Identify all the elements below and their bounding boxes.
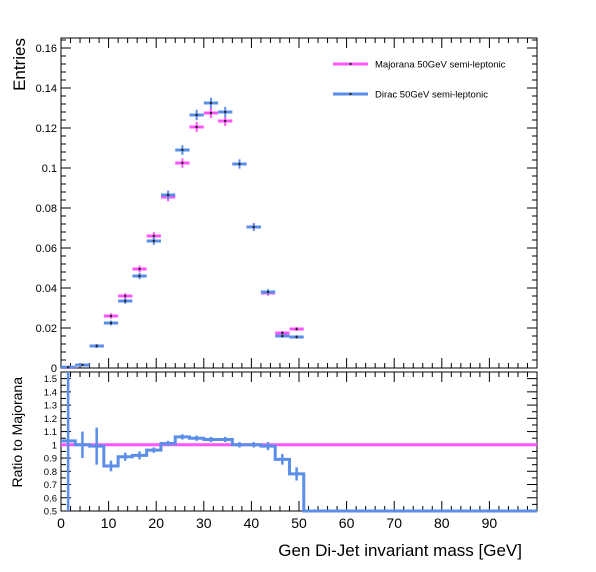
data-point-marker [195, 125, 198, 129]
data-point-marker [152, 234, 156, 238]
bottom-x-tick-label: 90 [482, 515, 498, 531]
top-y-tick-label: 0.02 [36, 323, 57, 335]
data-point-marker [195, 113, 198, 117]
data-point-marker [81, 363, 84, 367]
data-point-marker [238, 162, 241, 166]
bottom-x-tick-label: 30 [196, 515, 212, 531]
data-point-marker [181, 148, 184, 152]
data-point-marker [209, 111, 213, 115]
data-point-marker [224, 110, 227, 114]
bottom-y-tick-label: 1.4 [44, 387, 57, 398]
data-point-marker [109, 321, 113, 325]
top-y-tick-label: 0.06 [36, 243, 57, 255]
data-point-marker [124, 299, 127, 303]
bottom-panel: 0 10 20 30 40 50 60 70 80 90 0.5 0.6 0.7 0.8 0.9 1 1.1 1.… [9, 371, 538, 560]
bottom-x-tick-label: 0 [57, 515, 65, 531]
data-point-marker [295, 327, 298, 331]
bottom-x-tick-label: 20 [148, 515, 164, 531]
bottom-frame [60, 371, 538, 512]
top-y-tick-label: 0.16 [36, 43, 57, 55]
legend-marker-1 [349, 92, 352, 96]
data-point-marker [281, 331, 284, 335]
bottom-y-axis-title: Ratio to Majorana [9, 377, 25, 488]
bottom-y-tick-label: 0.6 [44, 493, 57, 504]
bottom-x-tick-label: 60 [339, 515, 355, 531]
data-point-marker [124, 294, 127, 298]
data-point-marker [109, 314, 113, 318]
data-point-marker [224, 119, 227, 123]
bottom-x-tick-label: 40 [244, 515, 260, 531]
top-y-tick-label: 0.12 [36, 123, 57, 135]
data-point-marker [66, 366, 70, 369]
bottom-x-tick-label: 70 [386, 515, 402, 531]
data-point-marker [166, 193, 170, 197]
top-y-tick-label: 0.04 [36, 283, 57, 295]
top-y-tick-label: 0.1 [42, 163, 57, 175]
data-point-marker [152, 239, 156, 243]
data-point-marker [209, 101, 213, 105]
bottom-y-tick-label: 1.5 [44, 374, 57, 385]
bottom-y-tick-label: 0.7 [44, 480, 57, 491]
bottom-y-tick-label: 0.8 [44, 467, 57, 478]
bottom-y-tick-label: 0.9 [44, 454, 57, 465]
series-1-points [61, 97, 304, 369]
data-point-marker [95, 344, 98, 348]
legend-marker-0 [349, 62, 352, 66]
data-point-marker [138, 267, 141, 271]
legend-label-0: Majorana 50GeV semi-leptonic [375, 60, 506, 71]
top-y-tick-label: 0 [51, 363, 57, 375]
top-y-tick-label: 0.14 [36, 83, 57, 95]
bottom-x-tick-label: 10 [101, 515, 117, 531]
top-y-tick-label: 0.08 [36, 203, 57, 215]
ratio-step-line [61, 435, 537, 513]
bottom-y-tick-label: 1.2 [44, 414, 57, 425]
top-frame [60, 37, 538, 369]
data-point-marker [281, 334, 284, 338]
bottom-y-tick-label: 1.3 [44, 401, 57, 412]
x-axis-title: Gen Di-Jet invariant mass [GeV] [278, 541, 522, 560]
bottom-y-tick-label: 0.5 [44, 507, 57, 518]
bottom-y-tick-label: 1.1 [44, 427, 57, 438]
legend-label-1: Dirac 50GeV semi-leptonic [375, 90, 488, 101]
bottom-x-tick-label: 50 [291, 515, 307, 531]
data-point-marker [295, 335, 298, 339]
data-point-marker [252, 225, 255, 229]
data-point-marker [266, 290, 270, 294]
bottom-x-tick-label: 80 [434, 515, 450, 531]
bottom-y-tick-label: 1 [52, 440, 57, 451]
data-point-marker [181, 161, 184, 165]
data-point-marker [138, 274, 141, 278]
top-y-axis-title: Entries [10, 38, 29, 91]
top-panel: 0 0.02 0.04 0.06 0.08 0.1 0.12 0.14 0.16 Entries M… [10, 37, 538, 375]
